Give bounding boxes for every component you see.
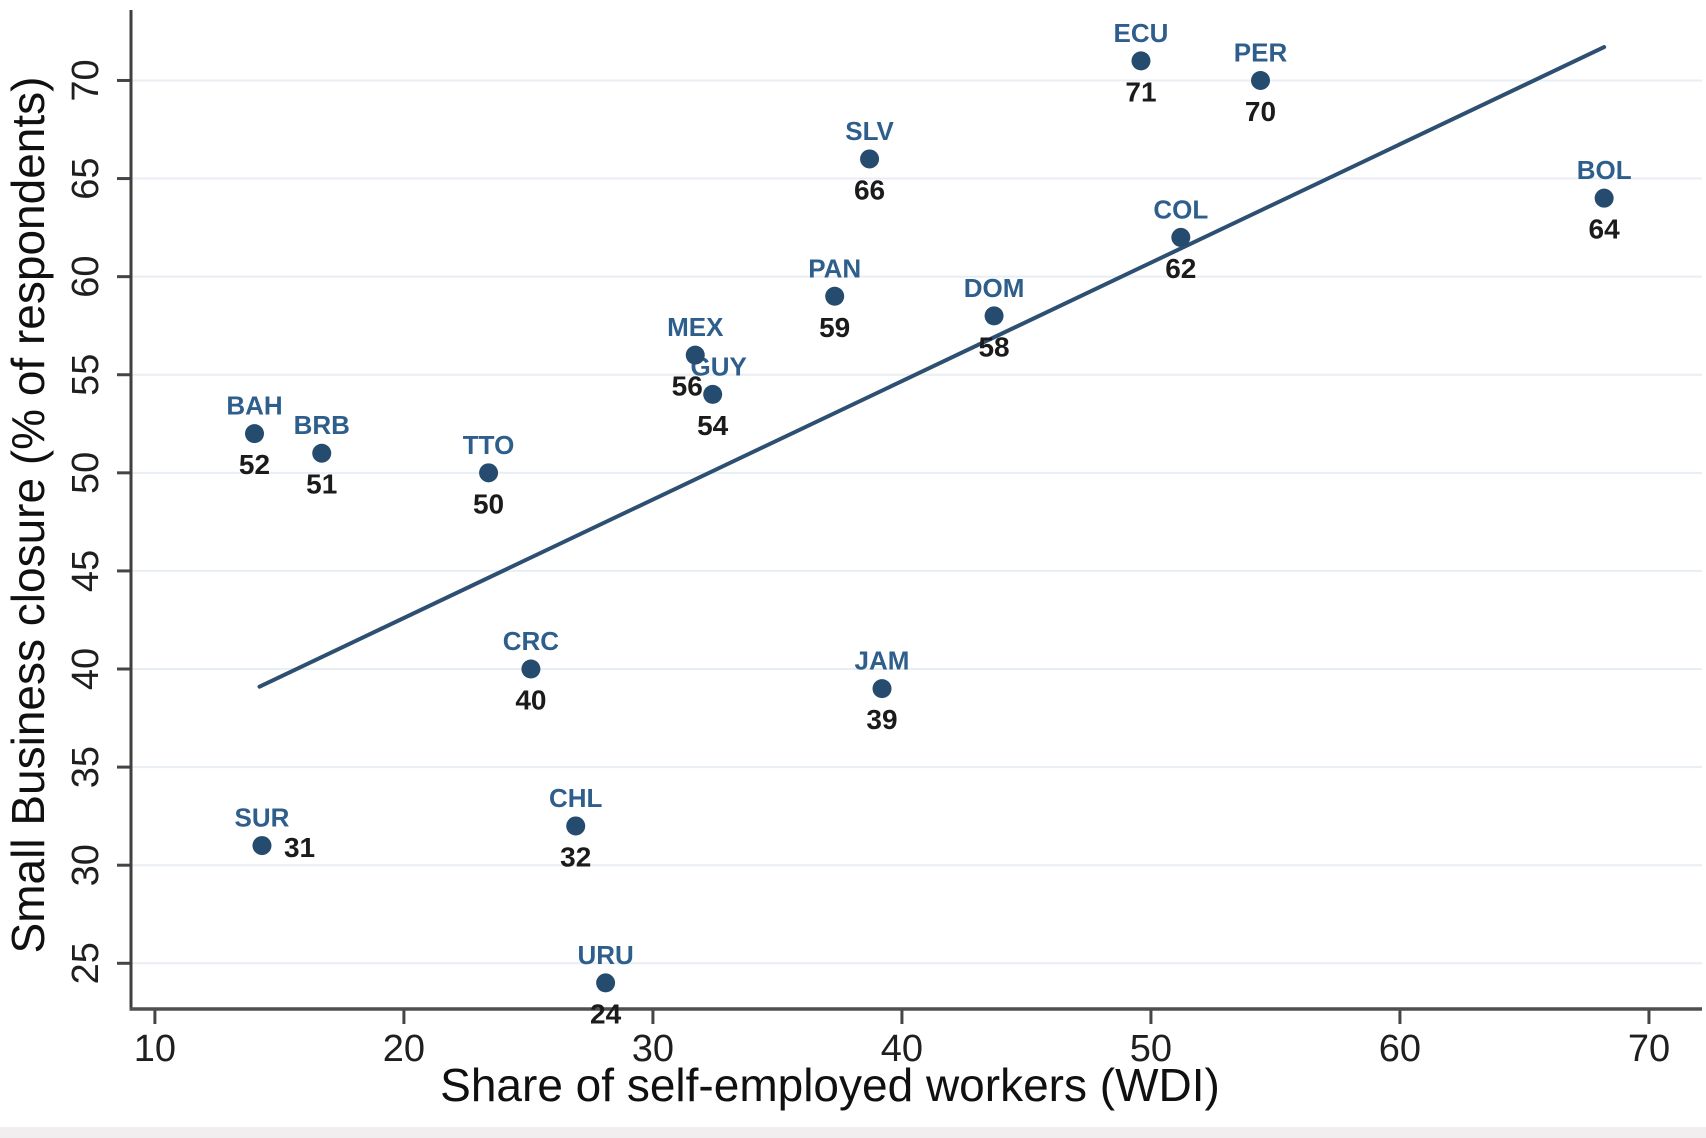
data-point-pan — [825, 286, 845, 306]
x-tick-label: 10 — [134, 1028, 176, 1070]
data-point-bol — [1594, 188, 1614, 208]
y-axis-title: Small Business closure (% of respondents… — [2, 77, 54, 954]
data-point-uru — [596, 973, 616, 993]
value-label: 54 — [697, 410, 729, 441]
y-tick-label: 55 — [65, 354, 107, 396]
value-label: 40 — [515, 685, 546, 716]
data-point-tto — [479, 463, 499, 483]
country-code-label: JAM — [855, 646, 910, 676]
value-label: 62 — [1165, 253, 1196, 284]
data-point-jam — [872, 679, 892, 699]
value-label: 51 — [306, 469, 337, 500]
country-code-label: ECU — [1114, 18, 1169, 48]
y-tick-label: 70 — [65, 59, 107, 101]
data-point-bah — [245, 424, 265, 444]
data-point-mex — [685, 345, 705, 365]
value-label: 71 — [1125, 76, 1156, 107]
value-label: 70 — [1245, 96, 1276, 127]
country-code-label: SUR — [235, 803, 290, 833]
country-code-label: BOL — [1577, 155, 1632, 185]
country-code-label: PAN — [808, 253, 861, 283]
x-axis-title: Share of self-employed workers (WDI) — [440, 1059, 1220, 1111]
country-code-label: CHL — [549, 783, 603, 813]
value-label: 39 — [866, 704, 897, 735]
fit-line — [257, 45, 1607, 689]
value-label: 66 — [854, 174, 885, 205]
y-tick-label: 35 — [65, 746, 107, 788]
country-code-label: CRC — [503, 626, 560, 656]
value-label: 32 — [560, 841, 591, 872]
y-tick-label: 50 — [65, 452, 107, 494]
value-label: 64 — [1589, 214, 1621, 245]
data-point-col — [1171, 227, 1191, 247]
value-label: 50 — [473, 488, 504, 519]
data-point-ecu — [1131, 51, 1151, 71]
data-point-slv — [860, 149, 880, 169]
country-code-label: BAH — [226, 391, 282, 421]
data-point-dom — [984, 306, 1004, 326]
x-tick-label: 40 — [881, 1028, 923, 1070]
y-tick-label: 30 — [65, 844, 107, 886]
data-point-brb — [312, 443, 332, 463]
country-code-label: DOM — [964, 273, 1025, 303]
data-point-per — [1251, 70, 1271, 90]
country-code-label: PER — [1234, 37, 1288, 67]
y-tick-label: 60 — [65, 256, 107, 298]
value-label: 31 — [284, 832, 315, 863]
country-code-label: TTO — [463, 430, 515, 460]
country-code-label: SLV — [845, 116, 894, 146]
data-point-chl — [566, 816, 586, 836]
country-code-label: MEX — [667, 312, 724, 342]
x-tick-label: 70 — [1628, 1028, 1670, 1070]
data-point-guy — [703, 384, 723, 404]
data-point-crc — [521, 659, 541, 679]
value-label: 24 — [590, 998, 622, 1029]
x-tick-label: 60 — [1379, 1028, 1421, 1070]
x-tick-label: 30 — [632, 1028, 674, 1070]
bottom-strip — [0, 1127, 1706, 1138]
value-label: 52 — [239, 449, 270, 480]
country-code-label: BRB — [294, 410, 350, 440]
y-tick-label: 45 — [65, 550, 107, 592]
value-label: 58 — [978, 331, 1009, 362]
x-tick-label: 50 — [1130, 1028, 1172, 1070]
value-label: 56 — [672, 371, 703, 402]
country-code-label: COL — [1153, 194, 1208, 224]
data-point-sur — [252, 836, 272, 856]
y-tick-label: 65 — [65, 157, 107, 199]
country-code-label: URU — [577, 940, 633, 970]
x-tick-label: 20 — [383, 1028, 425, 1070]
y-tick-label: 25 — [65, 942, 107, 984]
value-label: 59 — [819, 312, 850, 343]
y-tick-label: 40 — [65, 648, 107, 690]
